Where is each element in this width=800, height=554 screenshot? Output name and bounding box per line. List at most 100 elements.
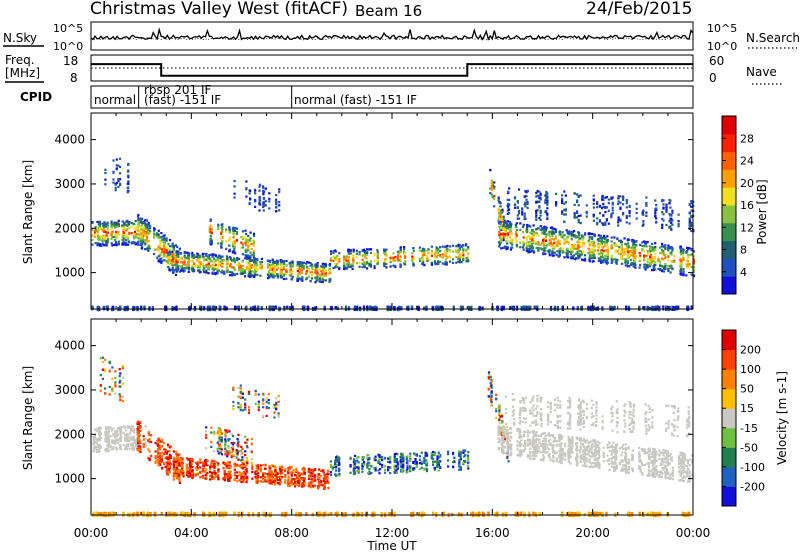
- data-cell: [157, 245, 160, 248]
- data-cell: [686, 250, 689, 253]
- data-cell: [351, 263, 354, 266]
- data-cell: [253, 308, 256, 311]
- data-cell: [144, 225, 147, 228]
- data-cell: [163, 252, 166, 255]
- data-cell: [646, 260, 649, 263]
- data-cell: [121, 224, 124, 227]
- data-cell: [671, 209, 674, 212]
- data-cell: [175, 255, 178, 258]
- data-cell: [570, 248, 573, 251]
- data-cell: [460, 252, 463, 255]
- data-cell: [677, 306, 680, 309]
- data-cell: [597, 257, 600, 260]
- data-cell: [584, 232, 587, 235]
- data-cell: [504, 225, 507, 228]
- data-cell: [196, 252, 199, 255]
- data-cell: [101, 222, 104, 225]
- data-cell: [156, 256, 159, 259]
- data-cell: [229, 263, 232, 266]
- noise-left-tick-top: 10^5: [53, 22, 83, 35]
- cpid-segment-4: normal (fast) -151 IF: [294, 93, 417, 107]
- data-cell: [97, 236, 100, 239]
- data-cell: [504, 231, 507, 234]
- data-cell: [252, 251, 255, 255]
- data-cell: [251, 270, 254, 273]
- freq-unit-label: [MHz]: [5, 66, 40, 80]
- data-cell: [205, 253, 208, 256]
- data-cell: [259, 266, 262, 269]
- data-cell: [298, 271, 301, 274]
- data-cell: [564, 208, 567, 211]
- data-cell: [581, 258, 584, 261]
- data-cell: [278, 201, 281, 204]
- data-cell: [104, 225, 107, 228]
- cpid-segment-3: (fast) -151 IF: [144, 93, 221, 107]
- data-cell: [96, 244, 99, 247]
- data-cell: [329, 257, 333, 260]
- data-cell: [412, 264, 415, 267]
- data-cell: [597, 234, 600, 237]
- data-cell: [527, 224, 530, 227]
- data-cell: [244, 254, 247, 257]
- data-cell: [509, 224, 512, 227]
- data-cell: [516, 217, 519, 220]
- data-cell: [205, 258, 208, 262]
- data-cell: [217, 228, 220, 231]
- data-cell: [254, 200, 257, 203]
- data-cell: [509, 238, 512, 241]
- data-cell: [329, 277, 332, 280]
- data-cell: [437, 251, 440, 254]
- data-cell: [692, 268, 695, 271]
- data-cell: [185, 266, 188, 269]
- data-cell: [161, 260, 164, 263]
- data-cell: [514, 223, 517, 227]
- data-cell: [611, 212, 614, 215]
- data-cell: [236, 259, 239, 262]
- data-cell: [272, 264, 275, 267]
- data-cell: [523, 215, 526, 218]
- data-cell: [258, 185, 261, 188]
- data-cell: [97, 230, 100, 233]
- data-cell: [96, 220, 99, 223]
- data-cell: [651, 248, 654, 251]
- data-cell: [103, 230, 106, 233]
- data-cell: [334, 258, 337, 261]
- data-cell: [249, 197, 252, 201]
- data-cell: [282, 274, 285, 277]
- data-cell: [576, 210, 579, 213]
- data-cell: [309, 262, 312, 265]
- data-cell: [115, 234, 118, 238]
- data-cell: [198, 261, 201, 264]
- data-cell: [212, 253, 215, 257]
- data-cell: [232, 227, 235, 230]
- data-cell: [560, 233, 563, 236]
- nave-tick-top: 60: [709, 54, 724, 68]
- data-cell: [221, 240, 224, 243]
- data-cell: [587, 240, 590, 243]
- data-cell: [682, 258, 685, 261]
- data-cell: [585, 210, 588, 213]
- data-cell: [529, 240, 532, 243]
- data-cell: [143, 219, 147, 222]
- data-cell: [234, 252, 237, 255]
- data-cell: [157, 260, 160, 263]
- data-cell: [523, 218, 526, 221]
- data-cell: [624, 242, 627, 246]
- data-cell: [268, 308, 271, 312]
- data-cell: [582, 250, 585, 253]
- data-cell: [347, 256, 350, 259]
- data-cell: [183, 259, 186, 262]
- data-cell: [366, 261, 369, 264]
- data-cell: [617, 218, 620, 221]
- data-cell: [174, 273, 178, 276]
- data-cell: [638, 256, 641, 259]
- data-cell: [552, 242, 555, 245]
- data-cell: [626, 254, 630, 257]
- data-cell: [112, 306, 115, 309]
- data-cell: [661, 226, 664, 229]
- data-cell: [503, 221, 506, 224]
- data-cell: [97, 228, 100, 231]
- data-cell: [159, 260, 162, 263]
- data-cell: [667, 247, 670, 250]
- data-cell: [493, 181, 496, 184]
